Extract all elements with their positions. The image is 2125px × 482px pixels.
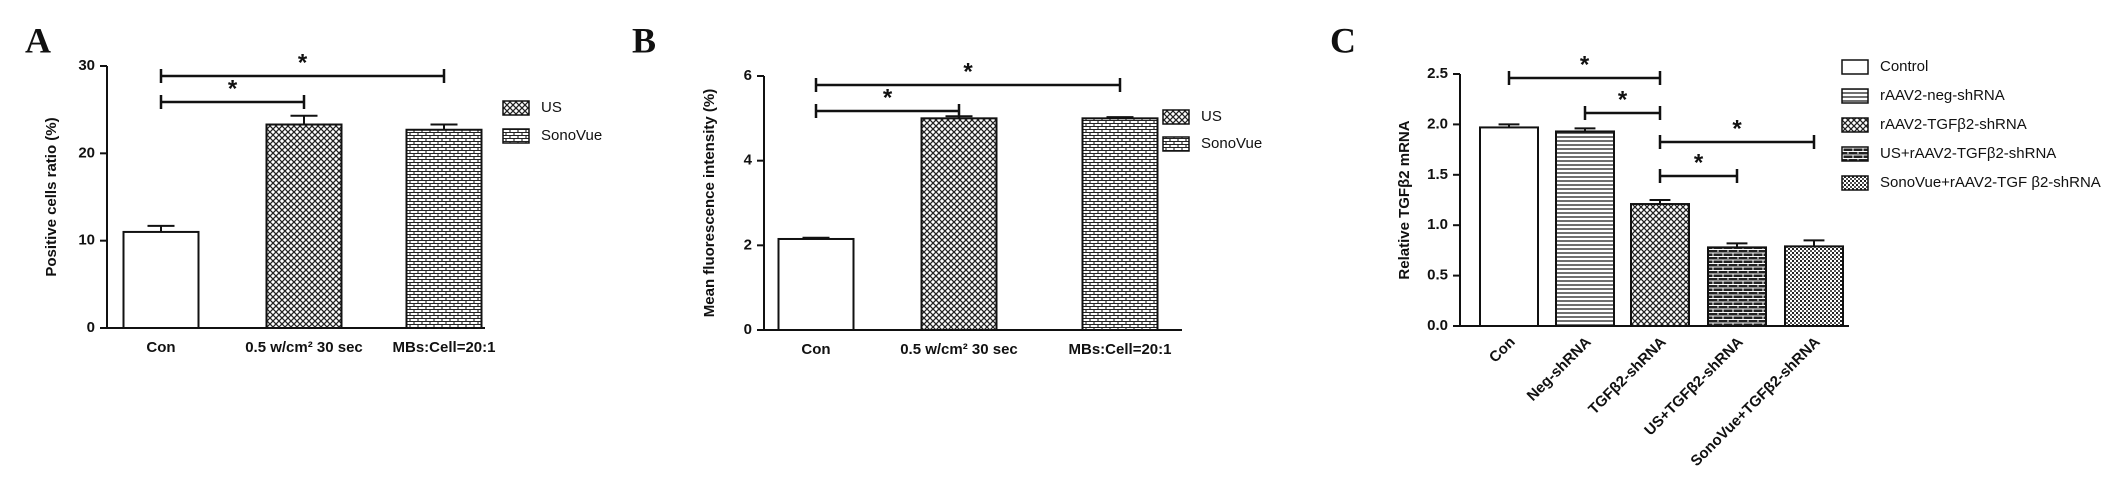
legend-label: rAAV2-TGFβ2-shRNA	[1880, 116, 2027, 133]
x-tick-label: Neg-shRNA	[1524, 334, 1595, 405]
y-tick-label: 1.0	[1427, 216, 1448, 233]
significance-bracket	[814, 104, 961, 118]
error-bar	[1498, 123, 1520, 128]
legend-label: US+rAAV2-TGFβ2-shRNA	[1880, 145, 2056, 162]
significance-star: *	[963, 58, 973, 85]
significance-bracket	[1658, 169, 1739, 183]
significance-bracket	[159, 95, 306, 109]
bar	[405, 128, 483, 329]
x-tick-label: MBs:Cell=20:1	[1069, 341, 1172, 358]
y-tick-label: 6	[744, 67, 752, 84]
x-tick-label: TGFβ2-shRNA	[1585, 334, 1670, 419]
legend-swatch	[1841, 175, 1869, 191]
legend-label: rAAV2-neg-shRNA	[1880, 87, 2005, 104]
legend-swatch	[1841, 117, 1869, 133]
legend-swatch	[502, 100, 530, 116]
significance-star: *	[883, 84, 893, 111]
bar	[1081, 117, 1159, 332]
bar	[920, 117, 998, 332]
bar	[122, 230, 200, 329]
significance-star: *	[1732, 115, 1742, 142]
significance-bracket	[1583, 106, 1662, 120]
legend-label: SonoVue	[541, 127, 602, 144]
error-bar	[1574, 127, 1596, 132]
error-bar	[290, 114, 318, 125]
y-tick-label: 10	[78, 232, 95, 249]
y-tick-label: 0	[744, 321, 752, 338]
significance-star: *	[1618, 86, 1628, 113]
legend-swatch	[1162, 109, 1190, 125]
legend-swatch	[1162, 136, 1190, 152]
error-bar	[1803, 239, 1825, 247]
legend-swatch	[502, 128, 530, 144]
bar	[1707, 246, 1767, 328]
legend-label: SonoVue+rAAV2-TGF β2-shRNA	[1880, 174, 2101, 191]
error-bar	[1106, 116, 1134, 119]
bar	[265, 123, 343, 329]
bar	[1555, 130, 1615, 327]
significance-star: *	[298, 49, 308, 76]
x-tick-label: 0.5 w/cm² 30 sec	[900, 341, 1018, 358]
legend-swatch	[1841, 146, 1869, 162]
error-bar	[1726, 242, 1748, 248]
y-axis-label: Relative TGFβ2 mRNA	[1396, 120, 1413, 279]
legend-swatch	[1841, 88, 1869, 104]
significance-star: *	[228, 75, 238, 102]
significance-bracket	[159, 69, 446, 83]
significance-bracket	[1658, 135, 1816, 149]
legend-label: US	[1201, 108, 1222, 125]
bar	[1630, 203, 1690, 327]
error-bar	[147, 224, 175, 232]
significance-star: *	[1580, 51, 1590, 78]
y-tick-label: 2	[744, 236, 752, 253]
x-tick-label: Con	[1486, 334, 1519, 367]
significance-bracket	[1507, 71, 1662, 85]
bar	[1784, 245, 1844, 327]
legend-swatch	[1841, 59, 1869, 75]
y-tick-label: 2.0	[1427, 115, 1448, 132]
y-tick-label: 0.0	[1427, 317, 1448, 334]
y-tick-label: 0.5	[1427, 267, 1448, 284]
y-tick-label: 20	[78, 144, 95, 161]
panel-label: B	[632, 20, 656, 60]
bar	[777, 237, 855, 332]
panel-label: C	[1330, 20, 1356, 60]
legend-label: Control	[1880, 58, 1928, 75]
y-tick-label: 2.5	[1427, 65, 1448, 82]
panel-label: A	[25, 20, 51, 60]
significance-bracket	[814, 78, 1122, 92]
x-tick-label: SonoVue+TGFβ2-shRNA	[1687, 334, 1823, 470]
y-axis-label: Mean fluorescence intensity (%)	[701, 89, 718, 317]
x-tick-label: 0.5 w/cm² 30 sec	[245, 339, 363, 356]
x-tick-label: Con	[146, 339, 175, 356]
x-tick-label: MBs:Cell=20:1	[393, 339, 496, 356]
y-tick-label: 1.5	[1427, 166, 1448, 183]
legend-label: SonoVue	[1201, 135, 1262, 152]
error-bar	[430, 123, 458, 130]
y-tick-label: 0	[87, 319, 95, 336]
significance-star: *	[1694, 149, 1704, 176]
legend-label: US	[541, 99, 562, 116]
error-bar	[1649, 199, 1671, 205]
x-tick-label: Con	[801, 341, 830, 358]
y-axis-label: Positive cells ratio (%)	[43, 117, 60, 276]
y-tick-label: 30	[78, 57, 95, 74]
y-tick-label: 4	[744, 152, 753, 169]
error-bar	[802, 236, 830, 239]
bar	[1479, 126, 1539, 328]
